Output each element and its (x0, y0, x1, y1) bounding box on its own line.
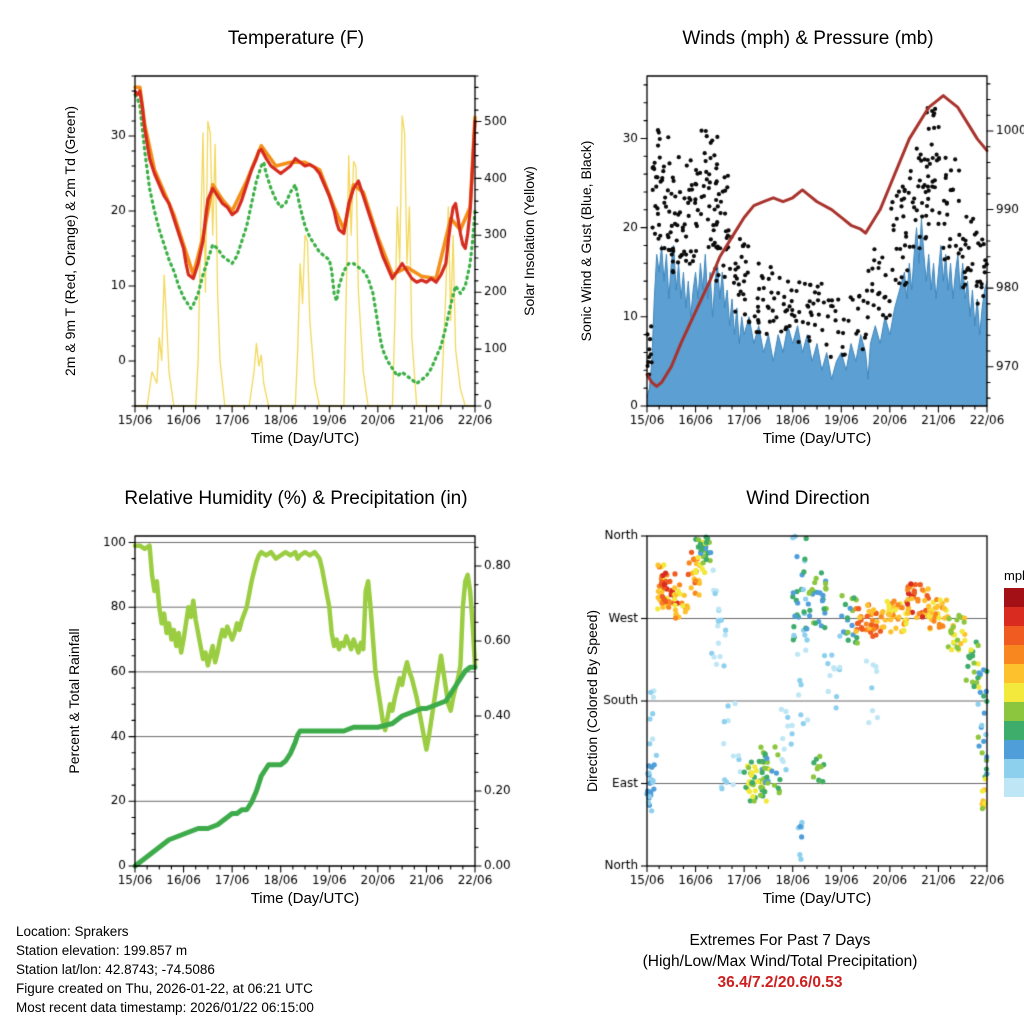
colorbar-row: 4 (1004, 740, 1024, 759)
colorbar-row: 18 (1004, 607, 1024, 626)
winds-chart-title: Winds (mph) & Pressure (mb) (682, 28, 934, 49)
extremes-subtitle: (High/Low/Max Wind/Total Precipitation) (642, 953, 918, 970)
winds-plot-canvas (552, 60, 1024, 460)
figure-created-timestamp: Figure created on Thu, 2026-01-22, at 06… (16, 981, 313, 996)
extremes-values: 36.4/7.2/20.6/0.53 (717, 974, 843, 991)
wind-direction-plot-canvas (552, 520, 1024, 920)
wind-direction-x-axis-label: Time (Day/UTC) (762, 890, 872, 907)
colorbar-swatch (1004, 702, 1024, 721)
most-recent-data-timestamp: Most recent data timestamp: 2026/01/22 0… (16, 1000, 314, 1015)
temperature-x-axis-label: Time (Day/UTC) (250, 430, 360, 447)
colorbar-swatch (1004, 683, 1024, 702)
colorbar-swatch (1004, 588, 1024, 607)
colorbar-row: 16 (1004, 626, 1024, 645)
colorbar-row: 2 (1004, 759, 1024, 778)
winds-pressure-panel: Winds (mph) & Pressure (mb) Sonic Wind &… (552, 16, 1024, 476)
colorbar-row: 14 (1004, 645, 1024, 664)
colorbar-swatch (1004, 645, 1024, 664)
colorbar-unit-label: mph (1004, 568, 1024, 583)
colorbar-swatch (1004, 607, 1024, 626)
colorbar-swatch (1004, 759, 1024, 778)
meteogram-grid: Temperature (F) 2m & 9m T (Red, Orange) … (40, 16, 1024, 920)
temperature-plot-canvas (40, 60, 552, 460)
colorbar-row: 0 (1004, 778, 1024, 797)
humidity-precip-panel: Relative Humidity (%) & Precipitation (i… (40, 476, 552, 936)
winds-x-axis-label: Time (Day/UTC) (762, 430, 872, 447)
station-location: Location: Sprakers (16, 924, 129, 939)
colorbar-row: 10 (1004, 683, 1024, 702)
colorbar-row: 12 (1004, 664, 1024, 683)
extremes-summary: Extremes For Past 7 Days (High/Low/Max W… (560, 930, 1000, 993)
humidity-chart-title: Relative Humidity (%) & Precipitation (i… (124, 488, 468, 509)
colorbar-row: 6 (1004, 721, 1024, 740)
station-info: Location: Sprakers Station elevation: 19… (0, 920, 1024, 1017)
colorbar-swatch (1004, 740, 1024, 759)
humidity-x-axis-label: Time (Day/UTC) (250, 890, 360, 907)
station-elevation: Station elevation: 199.857 m (16, 943, 188, 958)
colorbar-swatch (1004, 626, 1024, 645)
temperature-chart-title: Temperature (F) (227, 28, 365, 49)
colorbar-row: 8 (1004, 702, 1024, 721)
wind-direction-panel: Wind Direction Direction (Colored By Spe… (552, 476, 1024, 936)
colorbar: 20+181614121086420 (1004, 588, 1024, 797)
extremes-title: Extremes For Past 7 Days (689, 932, 871, 949)
temperature-panel: Temperature (F) 2m & 9m T (Red, Orange) … (40, 16, 552, 476)
humidity-plot-canvas (40, 520, 552, 920)
colorbar-swatch (1004, 664, 1024, 683)
colorbar-swatch (1004, 721, 1024, 740)
colorbar-row: 20+ (1004, 588, 1024, 607)
colorbar-swatch (1004, 778, 1024, 797)
station-latlon: Station lat/lon: 42.8743; -74.5086 (16, 962, 215, 977)
wind-direction-chart-title: Wind Direction (746, 488, 870, 509)
